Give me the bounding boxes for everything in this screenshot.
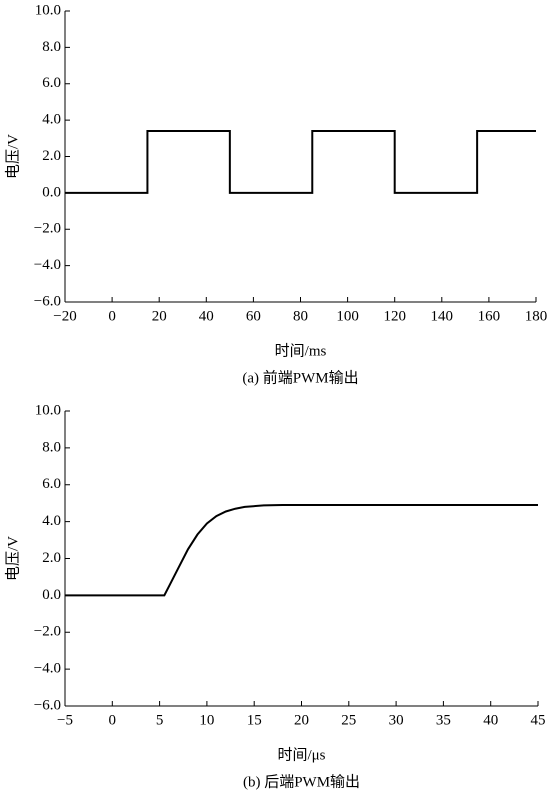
caption: (a) 前端PWM输出 <box>242 369 358 386</box>
x-tick-label: 20 <box>294 712 309 728</box>
y-tick-label: 6.0 <box>42 75 61 91</box>
y-tick-label: −4.0 <box>34 257 61 273</box>
x-tick-label: 20 <box>152 308 167 324</box>
y-axis-label: 电压/V <box>4 134 21 179</box>
data-line <box>65 504 538 597</box>
y-tick-label: −6.0 <box>34 293 61 309</box>
x-tick-label: 45 <box>531 712 546 728</box>
x-tick-label: 80 <box>293 308 308 324</box>
y-tick-label: 10.0 <box>35 2 61 18</box>
y-tick-label: −6.0 <box>34 697 61 713</box>
x-tick-label: 100 <box>336 308 359 324</box>
x-tick-label: −20 <box>53 308 76 324</box>
y-tick-label: 2.0 <box>42 148 61 164</box>
y-tick-label: 0.0 <box>42 184 61 200</box>
y-tick-label: 0.0 <box>42 587 61 603</box>
x-axis-label: 时间/μs <box>277 746 325 763</box>
y-tick-label: 6.0 <box>42 476 61 492</box>
x-tick-label: −5 <box>57 712 73 728</box>
y-tick-label: 4.0 <box>42 513 61 529</box>
x-tick-label: 35 <box>436 712 451 728</box>
x-tick-label: 30 <box>389 712 404 728</box>
y-tick-label: −2.0 <box>34 221 61 237</box>
x-axis-label: 时间/ms <box>275 342 327 359</box>
x-tick-label: 140 <box>431 308 454 324</box>
x-tick-label: 40 <box>483 712 498 728</box>
x-tick-label: 10 <box>199 712 214 728</box>
y-tick-label: 8.0 <box>42 439 61 455</box>
x-tick-label: 0 <box>108 308 116 324</box>
y-tick-label: −2.0 <box>34 624 61 640</box>
data-line <box>65 130 536 194</box>
y-tick-label: 4.0 <box>42 112 61 128</box>
x-tick-label: 40 <box>199 308 214 324</box>
x-tick-label: 25 <box>341 712 356 728</box>
x-tick-label: 180 <box>525 308 548 324</box>
y-tick-label: 8.0 <box>42 39 61 55</box>
y-tick-label: −4.0 <box>34 661 61 677</box>
x-tick-label: 15 <box>247 712 262 728</box>
x-tick-label: 0 <box>109 712 117 728</box>
y-tick-label: 2.0 <box>42 550 61 566</box>
y-tick-label: 10.0 <box>35 402 61 418</box>
y-axis-label: 电压/V <box>4 536 21 581</box>
x-tick-label: 160 <box>478 308 501 324</box>
caption: (b) 后端PWM输出 <box>243 773 360 790</box>
x-tick-label: 60 <box>246 308 261 324</box>
x-tick-label: 5 <box>156 712 164 728</box>
x-tick-label: 120 <box>383 308 406 324</box>
